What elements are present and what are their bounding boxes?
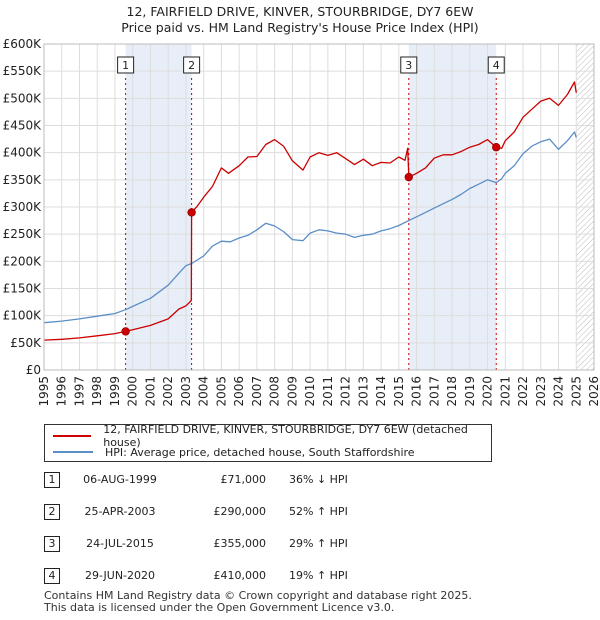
x-tick-label: 2010 xyxy=(303,376,317,407)
x-tick-label: 2020 xyxy=(481,376,495,407)
footer-line-2: This data is licensed under the Open Gov… xyxy=(44,601,395,614)
sale-price: £410,000 xyxy=(213,569,267,582)
x-tick-label: 1999 xyxy=(108,376,122,407)
x-tick-label: 2004 xyxy=(197,376,211,407)
sale-label-number: 1 xyxy=(122,59,129,72)
x-tick-label: 2018 xyxy=(445,376,459,407)
x-tick-label: 2006 xyxy=(232,376,246,407)
y-tick-label: £150K xyxy=(3,282,43,296)
y-tick-label: £600K xyxy=(3,37,43,51)
x-tick-label: 2025 xyxy=(569,376,583,407)
sale-label-box xyxy=(400,56,418,74)
sale-label-number: 3 xyxy=(405,59,412,72)
sale-point xyxy=(121,327,130,336)
legend-item-hpi: HPI: Average price, detached house, Sout… xyxy=(53,445,415,459)
y-tick-label: £100K xyxy=(3,309,43,323)
x-tick-label: 2008 xyxy=(268,376,282,407)
table-row: 3 24-JUL-2015 £355,000 29% ↑ HPI xyxy=(44,536,444,554)
title-line-1: 12, FAIRFIELD DRIVE, KINVER, STOURBRIDGE… xyxy=(126,4,474,19)
legend-label-property: 12, FAIRFIELD DRIVE, KINVER, STOURBRIDGE… xyxy=(103,423,468,449)
y-tick-label: £0 xyxy=(26,363,41,377)
chart-title: 12, FAIRFIELD DRIVE, KINVER, STOURBRIDGE… xyxy=(0,4,600,36)
plot-border xyxy=(43,43,595,371)
x-tick-label: 2016 xyxy=(410,376,424,407)
x-tick-label: 2023 xyxy=(534,376,548,407)
sale-date: 29-JUN-2020 xyxy=(84,569,156,582)
sale-hpi-comparison: 19% ↑ HPI xyxy=(289,569,348,582)
sale-label-box xyxy=(117,56,135,74)
y-tick-label: £250K xyxy=(3,227,43,241)
sale-hpi-comparison: 29% ↑ HPI xyxy=(289,537,348,550)
table-row: 2 25-APR-2003 £290,000 52% ↑ HPI xyxy=(44,504,444,522)
x-tick-label: 1998 xyxy=(90,376,104,407)
sale-label-box xyxy=(487,56,505,74)
legend: 12, FAIRFIELD DRIVE, KINVER, STOURBRIDGE… xyxy=(44,423,492,462)
title-line-2: Price paid vs. HM Land Registry's House … xyxy=(121,20,479,35)
sale-date: 24-JUL-2015 xyxy=(86,537,154,550)
property-price-line xyxy=(43,81,577,341)
sale-hpi-comparison: 36% ↓ HPI xyxy=(289,473,348,486)
footer-line-1: Contains HM Land Registry data © Crown c… xyxy=(44,589,472,602)
sale-number-badge: 3 xyxy=(44,536,60,552)
y-tick-label: £400K xyxy=(3,146,43,160)
hpi-line xyxy=(43,131,577,324)
x-tick-label: 2017 xyxy=(427,376,441,407)
x-tick-label: 2026 xyxy=(587,376,600,407)
x-tick-label: 2001 xyxy=(143,376,157,407)
x-tick-label: 2019 xyxy=(463,376,477,407)
y-tick-label: £200K xyxy=(3,254,43,268)
y-tick-label: £350K xyxy=(3,173,43,187)
sale-number-badge: 4 xyxy=(44,568,60,584)
x-tick-label: 2012 xyxy=(339,376,353,407)
x-tick-label: 2022 xyxy=(516,376,530,407)
sale-date: 25-APR-2003 xyxy=(84,505,156,518)
sale-point xyxy=(492,143,501,152)
sale-label-box xyxy=(183,56,201,74)
legend-label-hpi: HPI: Average price, detached house, Sout… xyxy=(105,445,415,459)
x-tick-label: 1997 xyxy=(72,376,86,407)
y-tick-label: £50K xyxy=(10,336,42,350)
y-tick-label: £300K xyxy=(3,200,43,214)
sale-number-badge: 1 xyxy=(44,472,60,488)
x-tick-label: 1995 xyxy=(37,376,51,407)
price-chart: 1 2 3 4 £0 £50K £100K £150K £200K £250K £300K £350… xyxy=(3,37,600,407)
sale-point xyxy=(187,208,196,217)
table-row: 4 29-JUN-2020 £410,000 19% ↑ HPI xyxy=(44,568,444,586)
x-tick-label: 2021 xyxy=(498,376,512,407)
sale-hpi-comparison: 52% ↑ HPI xyxy=(289,505,348,518)
sale-number-badge: 2 xyxy=(44,504,60,520)
sale-price: £290,000 xyxy=(213,505,267,518)
sale-label-number: 2 xyxy=(188,59,195,72)
x-tick-label: 2024 xyxy=(552,376,566,407)
y-tick-label: £500K xyxy=(3,91,43,105)
footer-attribution: Contains HM Land Registry data © Crown c… xyxy=(44,590,472,614)
x-tick-label: 2003 xyxy=(179,376,193,407)
y-tick-label: £550K xyxy=(3,64,43,78)
x-tick-label: 2009 xyxy=(285,376,299,407)
x-tick-label: 2011 xyxy=(321,376,335,407)
sale-price: £71,000 xyxy=(220,473,267,486)
legend-swatch-hpi xyxy=(53,451,93,453)
x-tick-label: 2005 xyxy=(214,376,228,407)
x-tick-label: 2015 xyxy=(392,376,406,407)
legend-item-property: 12, FAIRFIELD DRIVE, KINVER, STOURBRIDGE… xyxy=(53,423,491,449)
sale-label-number: 4 xyxy=(493,59,500,72)
x-tick-label: 2014 xyxy=(374,376,388,407)
x-tick-label: 2002 xyxy=(161,376,175,407)
sale-price: £355,000 xyxy=(213,537,267,550)
table-row: 1 06-AUG-1999 £71,000 36% ↓ HPI xyxy=(44,472,444,490)
x-tick-label: 2000 xyxy=(126,376,140,407)
sale-date: 06-AUG-1999 xyxy=(83,473,157,486)
x-tick-label: 2013 xyxy=(356,376,370,407)
x-tick-label: 2007 xyxy=(250,376,264,407)
sale-point xyxy=(404,172,413,182)
x-tick-label: 1996 xyxy=(55,376,69,407)
y-tick-label: £450K xyxy=(3,119,43,133)
legend-swatch-property xyxy=(53,435,92,437)
